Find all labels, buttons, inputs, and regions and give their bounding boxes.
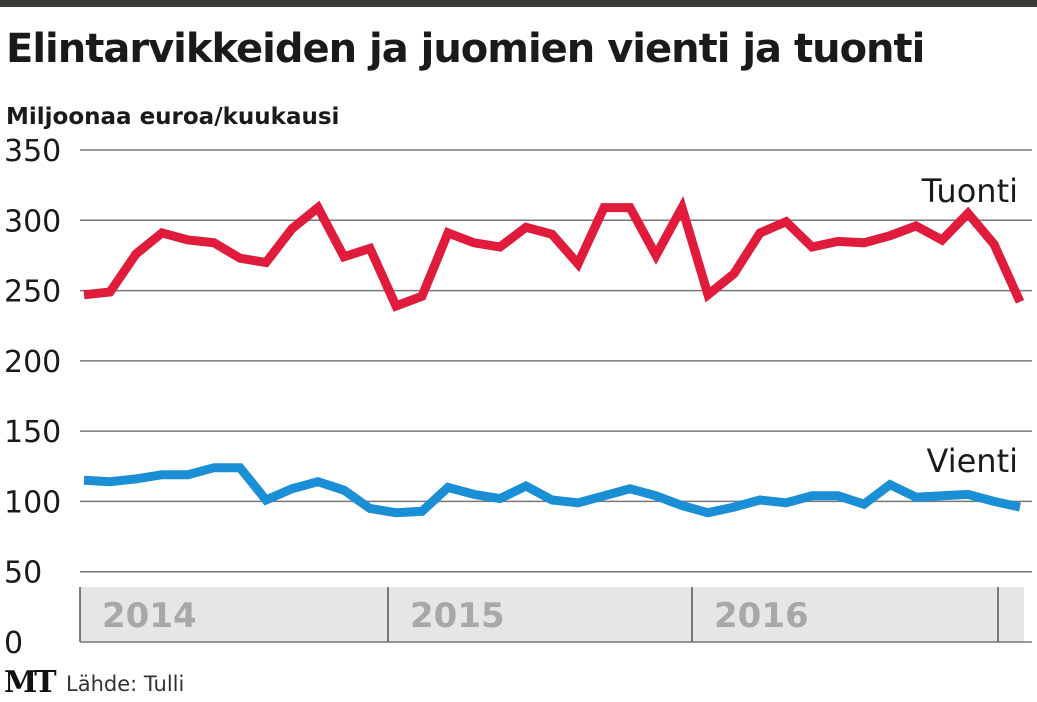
- series-line-tuonti: [83, 195, 1025, 312]
- y-tick-label: 50: [4, 556, 42, 591]
- year-band: [80, 587, 1024, 642]
- chart-title: Elintarvikkeiden ja juomien vienti ja tu…: [6, 26, 925, 72]
- y-tick-label: 0: [4, 626, 23, 661]
- year-label-2014: 2014: [102, 596, 197, 636]
- year-label-2016: 2016: [714, 596, 809, 636]
- series-label-tuonti: Tuonti: [921, 172, 1018, 210]
- year-label-2015: 2015: [410, 596, 505, 636]
- y-tick-label: 150: [4, 415, 61, 450]
- top-bar: [0, 0, 1037, 7]
- y-tick-label: 250: [4, 275, 61, 310]
- mt-logo: MT: [4, 665, 57, 700]
- y-tick-label: 100: [4, 485, 61, 520]
- y-tick-label: 300: [4, 204, 61, 239]
- y-tick-label: 350: [4, 134, 61, 169]
- series-label-vienti: Vienti: [927, 442, 1018, 480]
- chart-subtitle: Miljoonaa euroa/kuukausi: [6, 104, 340, 130]
- series-line-vienti: [83, 463, 1021, 518]
- source-label: Lähde: Tulli: [66, 672, 185, 696]
- y-tick-label: 200: [4, 345, 61, 380]
